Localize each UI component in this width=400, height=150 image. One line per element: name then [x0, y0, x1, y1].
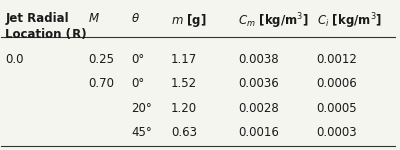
Text: Jet Radial
Location ( R): Jet Radial Location ( R) [5, 12, 87, 41]
Text: 0.0006: 0.0006 [317, 77, 358, 90]
Text: 1.17: 1.17 [171, 53, 197, 66]
Text: $M$: $M$ [88, 12, 100, 25]
Text: 0.0003: 0.0003 [317, 126, 357, 139]
Text: 45°: 45° [132, 126, 152, 139]
Text: 0.0038: 0.0038 [238, 53, 278, 66]
Text: 0.0012: 0.0012 [317, 53, 358, 66]
Text: 1.52: 1.52 [171, 77, 197, 90]
Text: 0.0016: 0.0016 [238, 126, 279, 139]
Text: $\theta$: $\theta$ [132, 12, 140, 25]
Text: 0.0: 0.0 [5, 53, 24, 66]
Text: 0°: 0° [132, 53, 145, 66]
Text: 0.25: 0.25 [88, 53, 114, 66]
Text: $C_i$ [kg/m$^3$]: $C_i$ [kg/m$^3$] [317, 12, 382, 31]
Text: $C_m$ [kg/m$^3$]: $C_m$ [kg/m$^3$] [238, 12, 309, 31]
Text: 0.70: 0.70 [88, 77, 114, 90]
Text: 0.0036: 0.0036 [238, 77, 278, 90]
Text: 0.63: 0.63 [171, 126, 197, 139]
Text: $m$ [g]: $m$ [g] [171, 12, 206, 29]
Text: 20°: 20° [132, 102, 152, 114]
Text: 1.20: 1.20 [171, 102, 197, 114]
Text: 0.0005: 0.0005 [317, 102, 357, 114]
Text: 0.0028: 0.0028 [238, 102, 278, 114]
Text: 0°: 0° [132, 77, 145, 90]
